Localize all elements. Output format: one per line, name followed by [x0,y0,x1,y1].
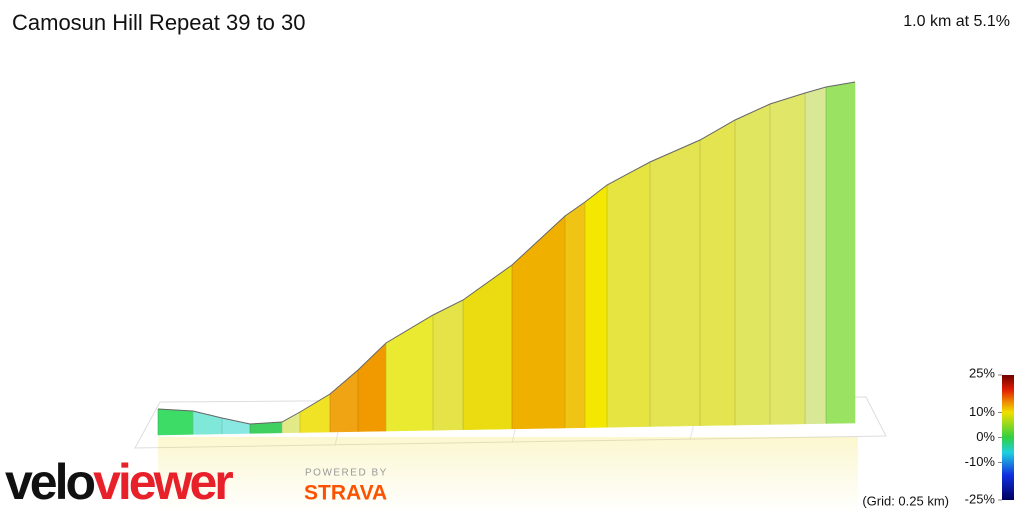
profile-segment [804,86,827,425]
profile-segment [462,264,513,431]
profile-segment [699,119,736,426]
legend-tick-label: 25% [969,365,995,380]
color-scale [1002,375,1014,500]
profile-outline [157,81,856,425]
profile-segment [825,81,856,424]
legend-tick-label: 10% [969,404,995,419]
profile-segment [221,417,251,435]
profile-segment [299,393,331,433]
profile-segment [157,408,194,436]
profile-segment [734,103,771,426]
profile-segment [769,92,806,425]
profile-segment [385,314,434,432]
grid-note: (Grid: 0.25 km) [862,493,949,508]
profile-segment [281,411,301,434]
summary: 1.0 km at 5.1% [903,13,1010,30]
profile-segment [584,184,608,428]
profile-segment [606,161,651,428]
legend-tick-label: -10% [965,454,996,469]
reflection [158,437,858,512]
powered-by: POWERED BY [305,468,388,479]
profile [157,81,856,436]
profile-segment [564,201,586,429]
profile-segment [329,369,359,433]
logo-velo: velo [5,454,95,510]
legend-tick-label: -25% [965,491,996,506]
profile-segment [432,299,464,431]
strava: STRAVA [304,482,387,505]
profile-segment [649,139,701,427]
legend-tick-label: 0% [976,429,995,444]
profile-segment [511,215,566,430]
legend: 25% 10% 0% -10% -25% [965,365,1002,506]
logo-viewer: viewer [93,454,233,510]
logo: veloviewer [5,454,233,510]
title: Camosun Hill Repeat 39 to 30 [12,10,306,35]
